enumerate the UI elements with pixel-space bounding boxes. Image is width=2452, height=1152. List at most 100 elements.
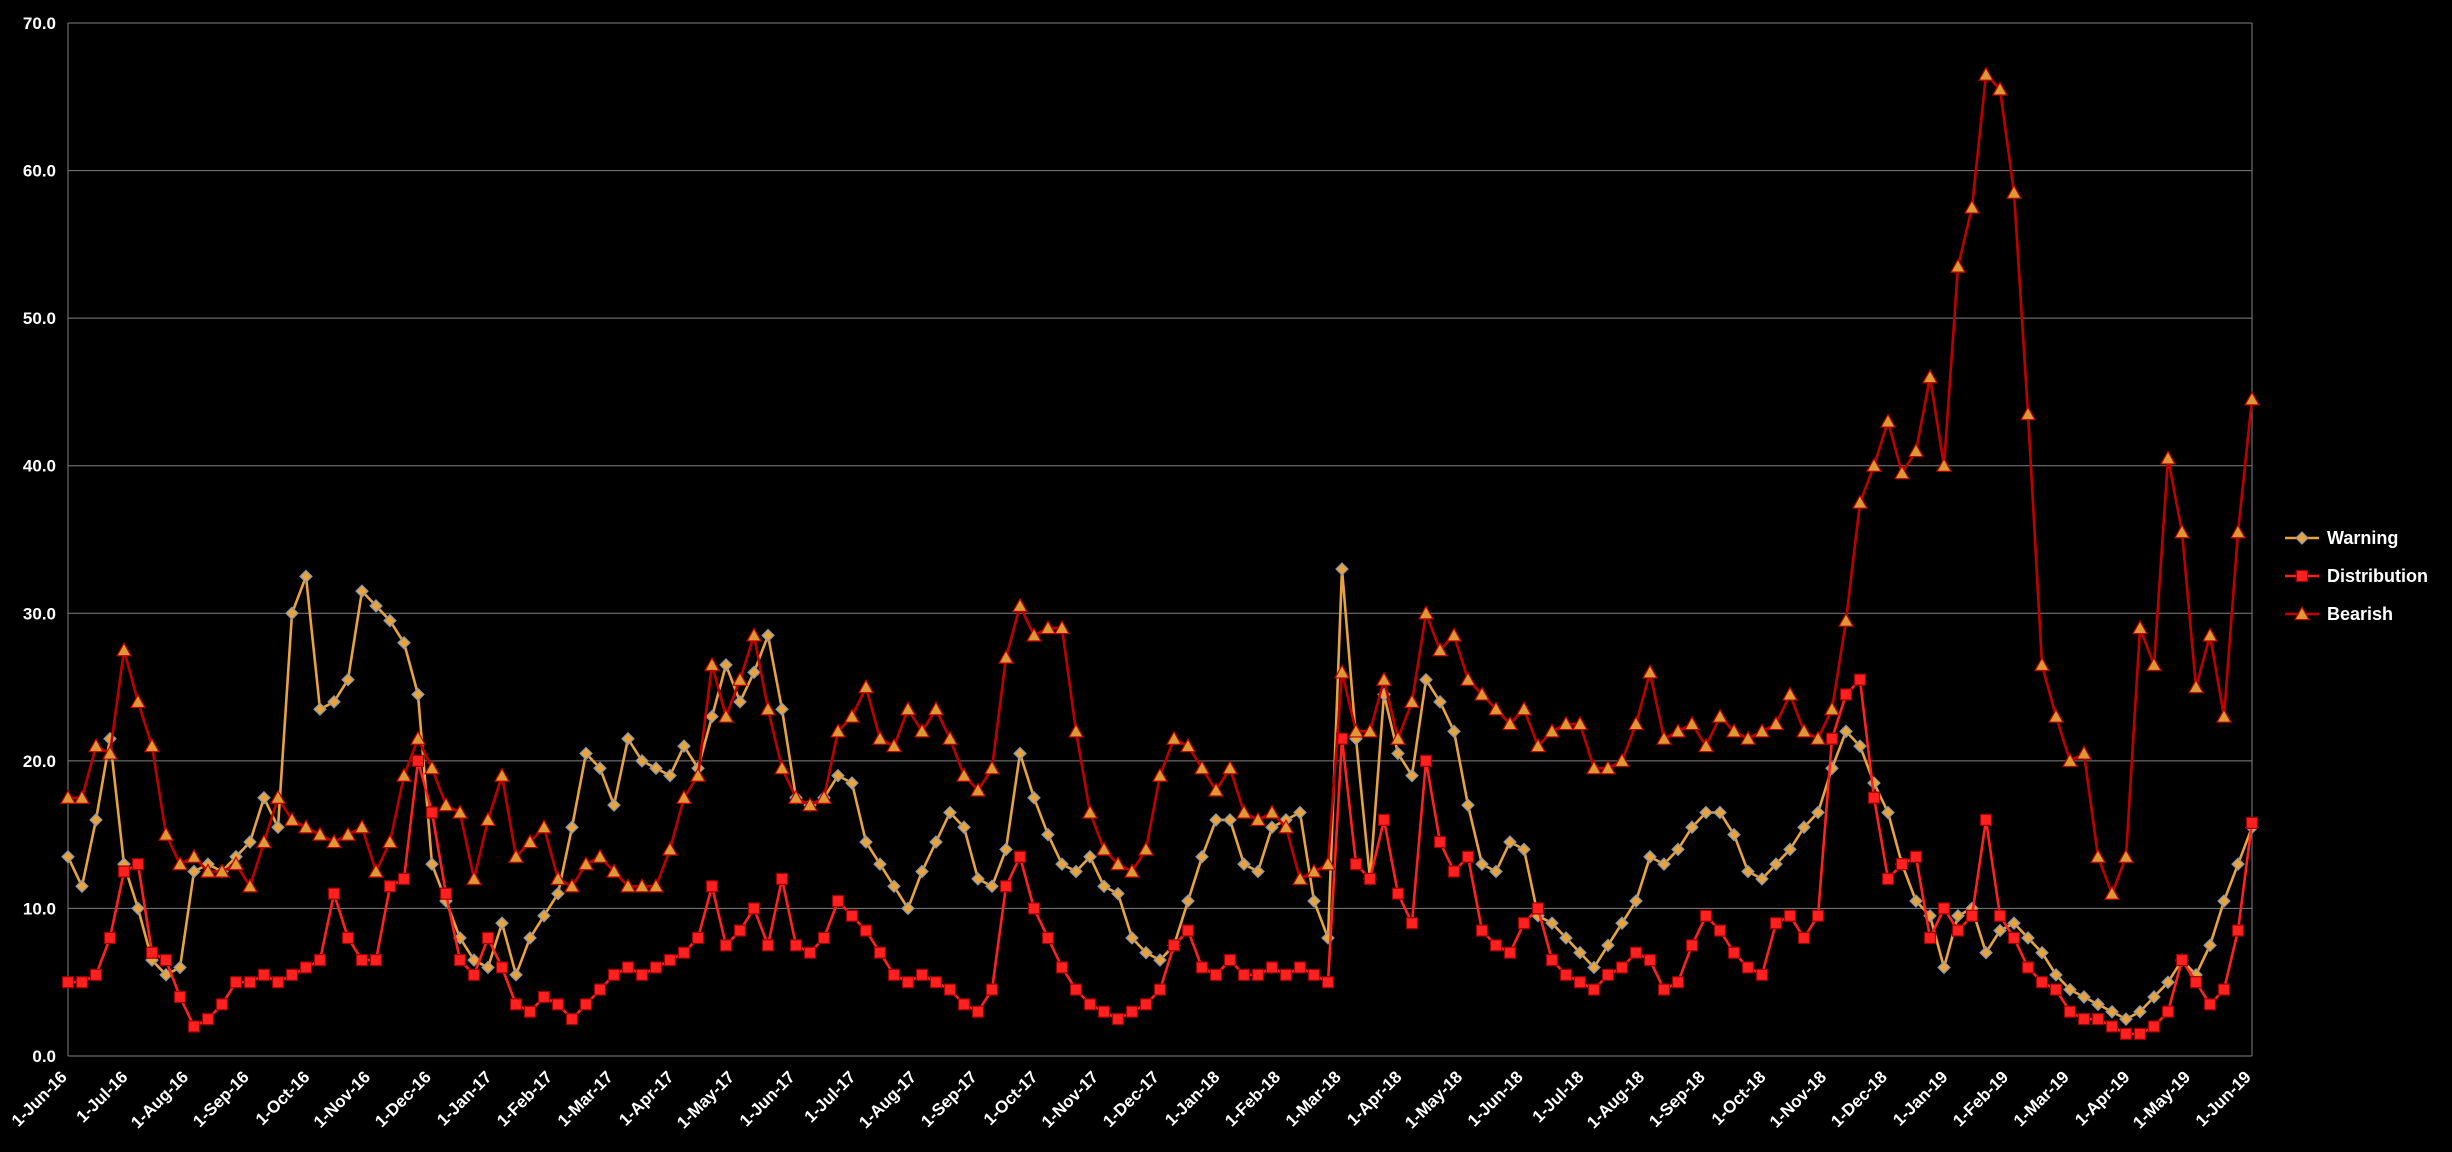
bearish-triangle-marker: [1725, 723, 1743, 738]
warning-diamond-marker: [495, 916, 509, 931]
bearish-triangle-marker: [535, 819, 553, 834]
warning-diamond-marker: [775, 702, 789, 717]
bearish-triangle-marker: [1795, 723, 1813, 738]
distribution-square-marker: [1741, 961, 1755, 974]
warning-diamond-marker: [1461, 798, 1475, 812]
warning-diamond-marker: [2119, 1012, 2133, 1026]
distribution-square-marker: [775, 872, 789, 886]
distribution-square-marker: [817, 931, 831, 945]
x-tick-label: 1-Feb-18: [1221, 1067, 1284, 1130]
bearish-triangle-marker: [591, 848, 609, 863]
distribution-square-marker: [1797, 931, 1811, 945]
warning-diamond-marker: [1881, 805, 1895, 820]
distribution-square-marker: [1153, 983, 1167, 996]
distribution-square-marker: [2119, 1027, 2133, 1040]
x-tick-label: 1-Apr-17: [615, 1067, 677, 1129]
warning-diamond-marker: [957, 820, 971, 835]
bearish-triangle-marker: [1571, 715, 1589, 731]
distribution-square-marker: [1671, 976, 1685, 989]
distribution-square-marker: [2063, 1005, 2077, 1018]
bearish-triangle-marker: [269, 789, 287, 804]
bearish-triangle-marker: [2201, 627, 2219, 642]
warning-diamond-marker: [845, 776, 859, 790]
distribution-square-marker: [1167, 939, 1181, 952]
warning-diamond-marker: [2007, 916, 2021, 931]
warning-diamond-marker: [1181, 894, 1195, 908]
warning-diamond-marker: [1419, 672, 1433, 687]
distribution-square-marker: [131, 858, 145, 871]
distribution-square-marker: [719, 939, 733, 952]
distribution-square-marker: [747, 902, 761, 915]
distribution-square-marker: [229, 976, 243, 989]
bearish-triangle-marker: [381, 833, 399, 849]
bearish-triangle-marker: [1991, 81, 2009, 96]
legend-item-distribution: Distribution: [2285, 566, 2428, 586]
warning-diamond-marker: [2147, 990, 2161, 1004]
warning-diamond-marker: [1335, 562, 1349, 576]
bearish-triangle-marker: [1543, 723, 1561, 738]
distribution-square-marker: [481, 931, 495, 945]
distribution-square-marker: [621, 961, 635, 974]
distribution-square-marker: [1713, 924, 1727, 937]
bearish-triangle-marker: [2215, 708, 2233, 723]
warning-diamond-marker: [467, 953, 481, 967]
bearish-triangle-marker: [2089, 848, 2107, 863]
distribution-square-marker: [1629, 946, 1643, 959]
distribution-square-marker: [985, 983, 999, 996]
bearish-triangle-marker: [871, 730, 889, 745]
distribution-square-marker: [2161, 1005, 2175, 1018]
distribution-square-marker: [1419, 754, 1433, 767]
distribution-square-marker: [187, 1020, 201, 1033]
warning-diamond-marker: [747, 665, 761, 680]
distribution-square-marker: [2231, 924, 2245, 937]
warning-diamond-marker: [761, 628, 775, 643]
warning-diamond-marker: [271, 820, 285, 835]
distribution-square-marker: [1237, 968, 1251, 981]
bearish-triangle-marker: [101, 745, 119, 760]
warning-diamond-marker: [901, 901, 915, 916]
bearish-triangle-marker: [2131, 619, 2149, 635]
bearish-triangle-marker: [311, 826, 329, 841]
bearish-triangle-marker: [1837, 612, 1855, 627]
warning-diamond-marker: [1251, 864, 1265, 879]
distribution-square-marker: [1111, 1013, 1125, 1026]
bearish-triangle-marker: [941, 730, 959, 745]
x-tick-label: 1-Apr-19: [2071, 1067, 2133, 1129]
legend-triangle-marker: [2293, 605, 2311, 621]
distribution-square-marker: [89, 968, 103, 981]
bearish-triangle-marker: [1193, 760, 1211, 775]
warning-diamond-marker: [103, 731, 117, 746]
bearish-triangle-marker: [1949, 258, 1967, 273]
bearish-triangle-marker: [115, 641, 133, 657]
distribution-square-marker: [159, 953, 173, 967]
bearish-triangle-marker: [689, 767, 707, 782]
warning-diamond-marker: [999, 842, 1013, 857]
warning-diamond-marker: [1769, 857, 1783, 872]
bearish-triangle-marker: [1529, 737, 1547, 753]
x-tick-label: 1-Sep-17: [917, 1067, 981, 1131]
distribution-square-marker: [1545, 953, 1559, 967]
bearish-triangle-marker: [1277, 819, 1295, 834]
distribution-square-marker: [1223, 953, 1237, 967]
bearish-triangle-marker: [633, 878, 651, 893]
warning-diamond-marker: [635, 754, 649, 768]
distribution-square-marker: [1909, 850, 1923, 863]
warning-diamond-marker: [1475, 857, 1489, 872]
y-tick-label: 50.0: [23, 309, 56, 328]
bearish-triangle-marker: [969, 782, 987, 797]
warning-diamond-marker: [971, 872, 985, 886]
warning-diamond-marker: [719, 658, 733, 672]
bearish-triangle-marker: [1235, 804, 1253, 819]
bearish-triangle-marker: [1515, 700, 1533, 716]
distribution-square-marker: [1125, 1005, 1139, 1018]
bearish-triangle-marker: [2061, 752, 2079, 768]
distribution-square-marker: [733, 924, 747, 937]
distribution-square-marker: [1055, 961, 1069, 974]
warning-diamond-marker: [1993, 923, 2007, 938]
distribution-square-marker: [2189, 976, 2203, 989]
bearish-triangle-marker: [129, 693, 147, 709]
distribution-square-marker: [1013, 850, 1027, 863]
bearish-triangle-marker: [717, 708, 735, 723]
bearish-triangle-marker: [2159, 450, 2177, 465]
legend-label-bearish: Bearish: [2327, 604, 2393, 624]
